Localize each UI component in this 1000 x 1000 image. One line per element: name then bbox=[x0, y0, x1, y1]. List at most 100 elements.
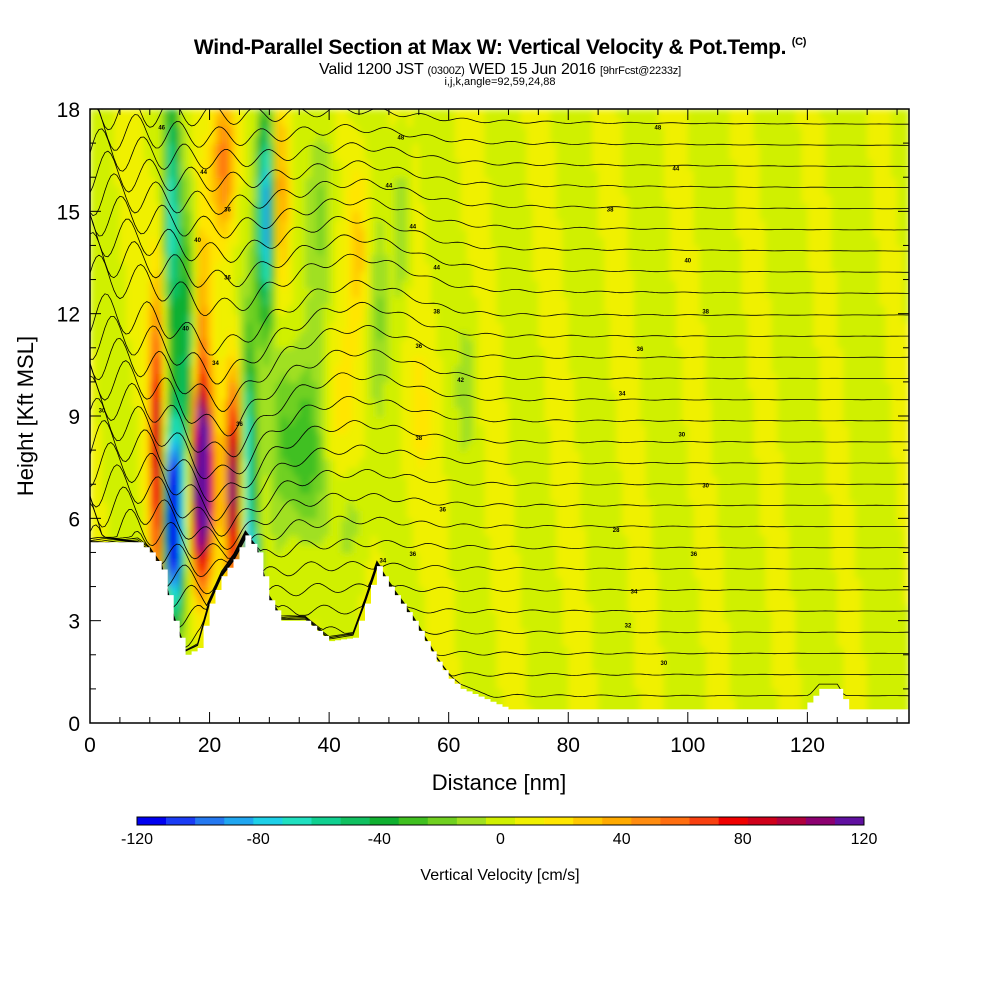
theta-label: 36 bbox=[236, 422, 243, 428]
theta-label: 34 bbox=[631, 589, 638, 595]
theta-contour-line bbox=[90, 535, 909, 656]
valid-zulu: (0300Z) bbox=[427, 65, 465, 77]
colorbar-swatch bbox=[224, 817, 254, 825]
colorbar-swatch bbox=[602, 817, 632, 825]
theta-contour-line bbox=[90, 396, 909, 480]
colorbar-swatch bbox=[747, 817, 778, 825]
colorbar-swatch bbox=[253, 817, 283, 825]
theta-label: 30 bbox=[702, 484, 709, 490]
colorbar-swatch bbox=[631, 817, 661, 825]
colorbar-swatch bbox=[369, 817, 400, 825]
x-tick-label: 100 bbox=[670, 734, 705, 757]
theta-contour-line bbox=[90, 534, 909, 648]
theta-label: 36 bbox=[224, 276, 231, 282]
y-tick-label: 0 bbox=[68, 713, 80, 736]
colorbar-swatch bbox=[515, 817, 545, 825]
theta-label: 36 bbox=[439, 508, 446, 514]
theta-contour-line bbox=[90, 372, 909, 458]
colorbar-swatch bbox=[137, 817, 167, 825]
colorbar-swatch bbox=[282, 817, 312, 825]
theta-contour-line bbox=[90, 253, 909, 316]
colorbar-swatch bbox=[195, 817, 225, 825]
theta-label: 46 bbox=[158, 126, 165, 132]
colorbar-swatch bbox=[398, 817, 429, 825]
theta-contour-line bbox=[90, 442, 909, 522]
theta-contour-line bbox=[90, 420, 909, 503]
theta-label: 40 bbox=[182, 327, 189, 333]
theta-label: 36 bbox=[415, 344, 422, 350]
theta-contour-line bbox=[90, 25, 909, 68]
theta-label: 30 bbox=[678, 433, 685, 439]
theta-label: 48 bbox=[398, 136, 405, 142]
theta-label: 30 bbox=[661, 661, 668, 667]
chart-title: Wind-Parallel Section at Max W: Vertical… bbox=[0, 36, 1000, 60]
theta-label: 32 bbox=[625, 624, 632, 630]
theta-contour-line bbox=[90, 532, 909, 595]
colorbar-tick-label: 120 bbox=[851, 831, 878, 848]
theta-contours: 46 44 36 40 36 40 34 36 30 48 44 44 44 38 36 42 38 36 36 34… bbox=[90, 25, 909, 698]
theta-label: 28 bbox=[613, 528, 620, 534]
y-tick-label: 9 bbox=[68, 406, 80, 429]
theta-label: 34 bbox=[380, 559, 387, 565]
forecast-info: [9hrFcst@2233z] bbox=[600, 65, 681, 77]
colorbar-tick-label: 0 bbox=[496, 831, 505, 848]
colorbar-tick-label: 80 bbox=[734, 831, 752, 848]
theta-contour-line bbox=[90, 173, 909, 217]
theta-label: 38 bbox=[415, 436, 422, 442]
terrain-area bbox=[90, 535, 909, 723]
theta-contour-line bbox=[90, 486, 909, 550]
theta-contour-line bbox=[90, 532, 909, 608]
theta-label: 48 bbox=[655, 126, 662, 132]
theta-contour-line bbox=[90, 349, 909, 437]
colorbar-tick-label: -40 bbox=[368, 831, 391, 848]
theta-label: 44 bbox=[200, 170, 207, 176]
valid-time: Valid 1200 JST bbox=[319, 61, 424, 78]
colorbar-swatch bbox=[573, 817, 603, 825]
colorbar-tick-label: -80 bbox=[247, 831, 270, 848]
theta-contour-line bbox=[90, 47, 909, 88]
theta-label: 38 bbox=[433, 310, 440, 316]
terrain-mask bbox=[90, 535, 909, 723]
theta-contour-line bbox=[90, 128, 909, 172]
title-mark: (C) bbox=[791, 36, 807, 48]
colorbar-swatch bbox=[834, 817, 865, 825]
colorbar-tick-label: -120 bbox=[121, 831, 153, 848]
x-tick-label: 40 bbox=[317, 734, 340, 757]
theta-contour-line bbox=[90, 214, 909, 263]
theta-label: 40 bbox=[684, 259, 691, 265]
colorbar-swatch bbox=[456, 817, 487, 825]
theta-label: 36 bbox=[637, 347, 644, 353]
y-tick-label: 12 bbox=[57, 304, 80, 327]
theta-contour-line bbox=[90, 502, 909, 560]
colorbar-swatch bbox=[166, 817, 196, 825]
x-tick-label: 20 bbox=[198, 734, 221, 757]
theta-contour-line bbox=[90, 537, 909, 698]
theta-label: 38 bbox=[702, 310, 709, 316]
y-tick-label: 18 bbox=[57, 99, 80, 122]
y-axis-label: Height [Kft MSL] bbox=[13, 336, 38, 496]
theta-contour-line bbox=[90, 533, 909, 628]
theta-label: 36 bbox=[224, 207, 231, 213]
x-tick-label: 120 bbox=[790, 734, 825, 757]
colorbar-swatch bbox=[689, 817, 719, 825]
colorbar-swatch bbox=[660, 817, 690, 825]
theta-label: 44 bbox=[386, 184, 393, 190]
theta-contour-line bbox=[90, 150, 909, 193]
theta-contour-line bbox=[90, 324, 909, 412]
y-tick-label: 3 bbox=[68, 611, 80, 634]
theta-contour-line bbox=[100, 109, 104, 110]
theta-contour-line bbox=[90, 195, 909, 239]
title-text: Wind-Parallel Section at Max W: Vertical… bbox=[193, 36, 787, 59]
colorbar: -120 -80 -40 0 40 80 120 bbox=[121, 816, 878, 848]
colorbar-frame bbox=[136, 816, 865, 826]
theta-contour-line bbox=[90, 232, 909, 288]
chart-subtitle: Valid 1200 JST (0300Z) WED 15 Jun 2016 [… bbox=[0, 61, 1000, 79]
colorbar-label: Vertical Velocity [cm/s] bbox=[420, 867, 579, 884]
theta-label: 40 bbox=[194, 238, 201, 244]
x-tick-label: 80 bbox=[557, 734, 580, 757]
y-tick-label: 6 bbox=[68, 508, 80, 531]
theta-contour-line bbox=[90, 279, 909, 356]
colorbar-swatch bbox=[427, 817, 458, 825]
y-tick-label: 15 bbox=[57, 201, 80, 224]
theta-label: 44 bbox=[409, 224, 416, 230]
